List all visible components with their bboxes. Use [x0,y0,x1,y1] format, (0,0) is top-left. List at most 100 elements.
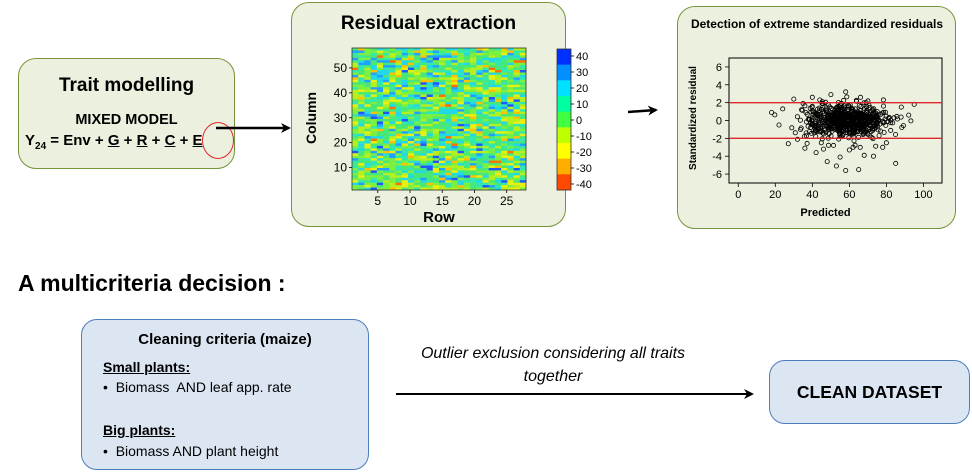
heatmap-cell [432,82,440,86]
heatmap-cell [463,133,471,137]
heatmap-cell [358,160,365,164]
heatmap-cell [358,180,365,183]
heatmap-cell [482,182,490,186]
heatmap-cell [389,96,396,100]
heatmap-cell [457,121,465,125]
heatmap-cell [376,141,384,144]
scatter-point [823,129,829,135]
heatmap-cell [426,101,434,105]
heatmap-cell [370,126,378,130]
heatmap-cell [414,101,421,105]
heatmap-cell [401,96,409,100]
heatmap-cell [420,99,427,103]
heatmap-cell [358,50,365,54]
heatmap-cell [445,136,452,139]
scatter-point [850,106,856,112]
heatmap-cell [414,67,421,71]
scatter-point [836,136,842,142]
heatmap-cell [476,89,483,93]
heatmap-cell [463,131,471,134]
heatmap-cell [488,165,496,169]
heatmap-cell [488,167,496,171]
heatmap-cell [414,62,421,66]
heatmap-cell [513,50,521,54]
heatmap-cell [476,172,483,176]
heatmap-cell [389,89,396,93]
scatter-x-tick-label: 20 [769,189,781,201]
scatter-point [818,115,824,121]
heatmap-cell [439,84,446,88]
heatmap-cell [420,96,427,100]
heatmap-cell [432,163,440,166]
heatmap-cell [364,62,371,66]
heatmap-cell [432,143,440,147]
heatmap-cell [519,106,527,110]
heatmap-cell [401,165,409,169]
heatmap-cell [445,106,452,110]
heatmap-cell [445,182,452,186]
heatmap-cell [420,116,427,120]
heatmap-cell [476,50,483,54]
heatmap-cell [395,50,403,54]
heatmap-cell [519,82,527,86]
heatmap-cell [420,101,427,105]
heatmap-cell [426,74,434,78]
heatmap-cell [370,148,378,152]
heatmap-cell [488,114,496,117]
heatmap-cell [494,158,502,161]
heatmap-cell [494,153,502,157]
heatmap-cell [376,106,384,110]
heatmap-cell [494,187,502,191]
heatmap-x-tick-label: 10 [403,194,417,208]
heatmap-cell [470,182,477,186]
heatmap-cell [463,175,471,179]
heatmap-cell [376,123,384,127]
heatmap-cell [376,57,384,61]
heatmap-cell [370,172,378,176]
heatmap-cell [358,48,365,51]
heatmap-cell [494,170,502,174]
heatmap-cell [451,170,458,174]
heatmap-cell [370,119,378,122]
heatmap-cell [451,104,458,108]
heatmap-cell [494,123,502,127]
heatmap-cell [407,116,415,120]
heatmap-cell [395,106,403,110]
heatmap-cell [488,94,496,98]
heatmap-cell [445,70,452,73]
scatter-y-tick-label: -6 [712,169,722,181]
heatmap-x-tick-label: 20 [468,194,482,208]
heatmap-cell [407,72,415,76]
heatmap-cell [451,77,458,81]
heatmap-cell [476,92,483,95]
heatmap-cell [383,187,390,191]
heatmap-cell [364,141,371,144]
heatmap-cell [463,79,471,83]
heatmap-cell [395,101,403,105]
heatmap-cell [439,48,446,51]
heatmap-cell [401,182,409,186]
heatmap-cell [519,175,527,179]
heatmap-cell [463,109,471,112]
heatmap-cell [358,87,365,90]
heatmap-cell [358,121,365,125]
scatter-point [834,104,840,110]
heatmap-cell [432,160,440,164]
heatmap-cell [476,79,483,83]
heatmap-cell [420,182,427,186]
scatter-point [815,126,821,132]
heatmap-cell [451,160,458,164]
heatmap-cell [420,87,427,90]
heatmap-cell [470,52,477,56]
scatter-point [837,154,843,160]
scatter-point [823,109,829,115]
heatmap-cell [470,177,477,181]
heatmap-cell [426,87,434,90]
heatmap-cell [439,82,446,86]
heatmap-cell [501,165,508,169]
heatmap-cell [463,177,471,181]
heatmap-x-tick-label: 5 [374,194,381,208]
heatmap-cell [513,158,521,161]
heatmap-cell [401,123,409,127]
heatmap-cell [476,82,483,86]
